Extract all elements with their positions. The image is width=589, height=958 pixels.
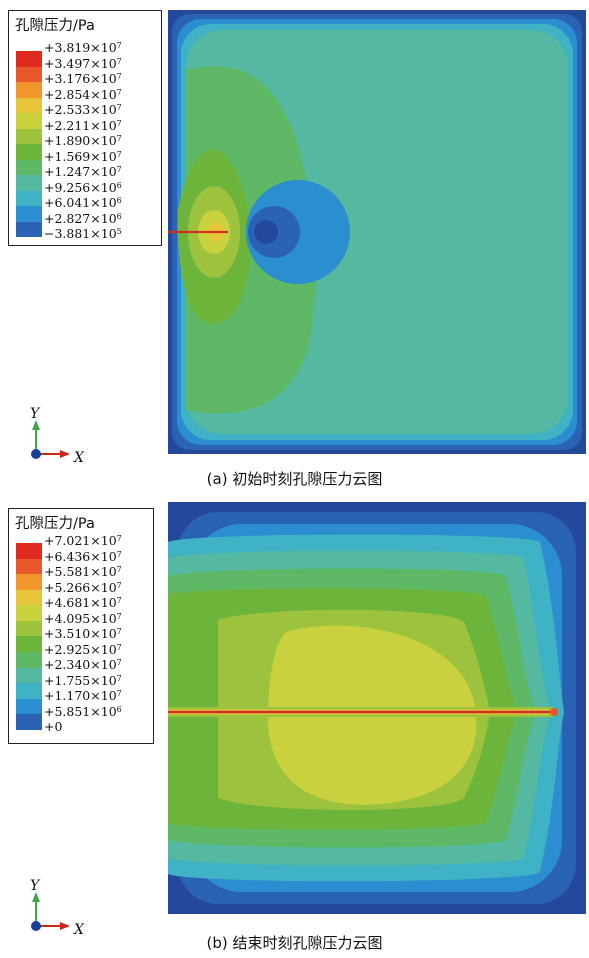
legend-swatch <box>16 159 42 175</box>
legend-value-label: +2.211×107 <box>44 117 122 133</box>
legend-value-label: +1.755×107 <box>44 672 122 688</box>
legend-swatch <box>16 620 42 637</box>
legend-swatch <box>16 683 42 699</box>
pore-pressure-contour-initial <box>168 10 586 454</box>
legend-swatch <box>16 605 42 621</box>
legend-value-label: +4.095×107 <box>44 610 122 626</box>
legend-swatch <box>16 667 42 684</box>
legend-swatch <box>16 652 42 668</box>
y-axis-label: Y <box>30 406 40 422</box>
legend-swatch <box>16 714 42 730</box>
legend-color-bar <box>16 543 42 730</box>
x-axis-label: X <box>74 450 84 466</box>
legend-value-label: +5.851×106 <box>44 703 122 719</box>
legend-labels: +7.021×107 +6.436×107 +5.581×107 +5.266×107… <box>44 533 122 735</box>
legend-swatch <box>16 589 42 606</box>
legend-value-label: +7.021×107 <box>44 533 122 548</box>
legend-swatch <box>16 558 42 575</box>
legend-value-label: +2.533×107 <box>44 102 122 117</box>
legend-value-label: +1.247×107 <box>44 164 122 179</box>
legend-swatch <box>16 175 42 191</box>
legend-value-label: +9.256×106 <box>44 179 122 195</box>
legend-final: 孔隙压力/Pa +7.021×107 +6.436×107 +5.581×107 +5… <box>8 508 154 744</box>
legend-swatch <box>16 636 42 653</box>
legend-swatch <box>16 574 42 590</box>
panel-initial: 孔隙压力/Pa +3.819×107 +3.497×107 +3.176×107 +2… <box>8 10 586 488</box>
legend-title: 孔隙压力/Pa <box>15 18 95 34</box>
pore-pressure-contour-final <box>168 502 586 914</box>
legend-value-label: +2.827×106 <box>44 210 122 226</box>
legend-swatch <box>16 206 42 222</box>
legend-value-label: +3.497×107 <box>44 55 122 71</box>
legend-value-label: +1.569×107 <box>44 148 122 164</box>
legend-value-label: +2.340×107 <box>44 657 122 672</box>
legend-swatch <box>16 190 42 206</box>
legend-swatch <box>16 128 42 144</box>
legend-swatch <box>16 543 42 559</box>
legend-title: 孔隙压力/Pa <box>15 516 95 532</box>
legend-value-label: +2.925×107 <box>44 641 122 657</box>
x-axis-label: X <box>74 922 84 938</box>
caption-initial: (a) 初始时刻孔隙压力云图 <box>206 470 383 488</box>
caption-final: (b) 结束时刻孔隙压力云图 <box>206 934 383 952</box>
legend-value-label: +4.681×107 <box>44 595 122 610</box>
legend-value-label: +3.510×107 <box>44 626 122 641</box>
legend-labels: +3.819×107 +3.497×107 +3.176×107 +2.854×107… <box>44 40 122 242</box>
band-well-inner <box>254 220 278 244</box>
legend-initial: 孔隙压力/Pa +3.819×107 +3.497×107 +3.176×107 +2… <box>8 10 162 246</box>
legend-swatch <box>16 51 42 67</box>
legend-value-label: +1.170×107 <box>44 688 122 703</box>
panel-final: 孔隙压力/Pa +7.021×107 +6.436×107 +5.581×107 +5… <box>0 492 589 958</box>
y-axis-label: Y <box>30 878 40 894</box>
legend-swatch <box>16 66 42 82</box>
legend-value-label: +6.041×106 <box>44 195 122 210</box>
crack-tip <box>550 708 558 716</box>
legend-value-label: +6.436×107 <box>44 548 122 564</box>
legend-value-label: +3.819×107 <box>44 40 122 55</box>
legend-swatch <box>16 82 42 98</box>
legend-swatch <box>16 221 42 237</box>
legend-swatch <box>16 113 42 129</box>
legend-value-label: −3.881×105 <box>44 226 122 241</box>
axis-triad: Y X <box>24 406 94 466</box>
legend-value-label: +3.176×107 <box>44 71 122 86</box>
legend-value-label: +5.581×107 <box>44 564 122 579</box>
legend-swatch <box>16 97 42 113</box>
legend-value-label: +2.854×107 <box>44 86 122 102</box>
legend-value-label: +1.890×107 <box>44 133 122 148</box>
legend-value-label: +0 <box>44 719 63 734</box>
legend-color-bar <box>16 51 42 237</box>
legend-swatch <box>16 144 42 160</box>
axis-triad: Y X <box>24 878 94 938</box>
legend-swatch <box>16 698 42 715</box>
legend-value-label: +5.266×107 <box>44 579 122 595</box>
